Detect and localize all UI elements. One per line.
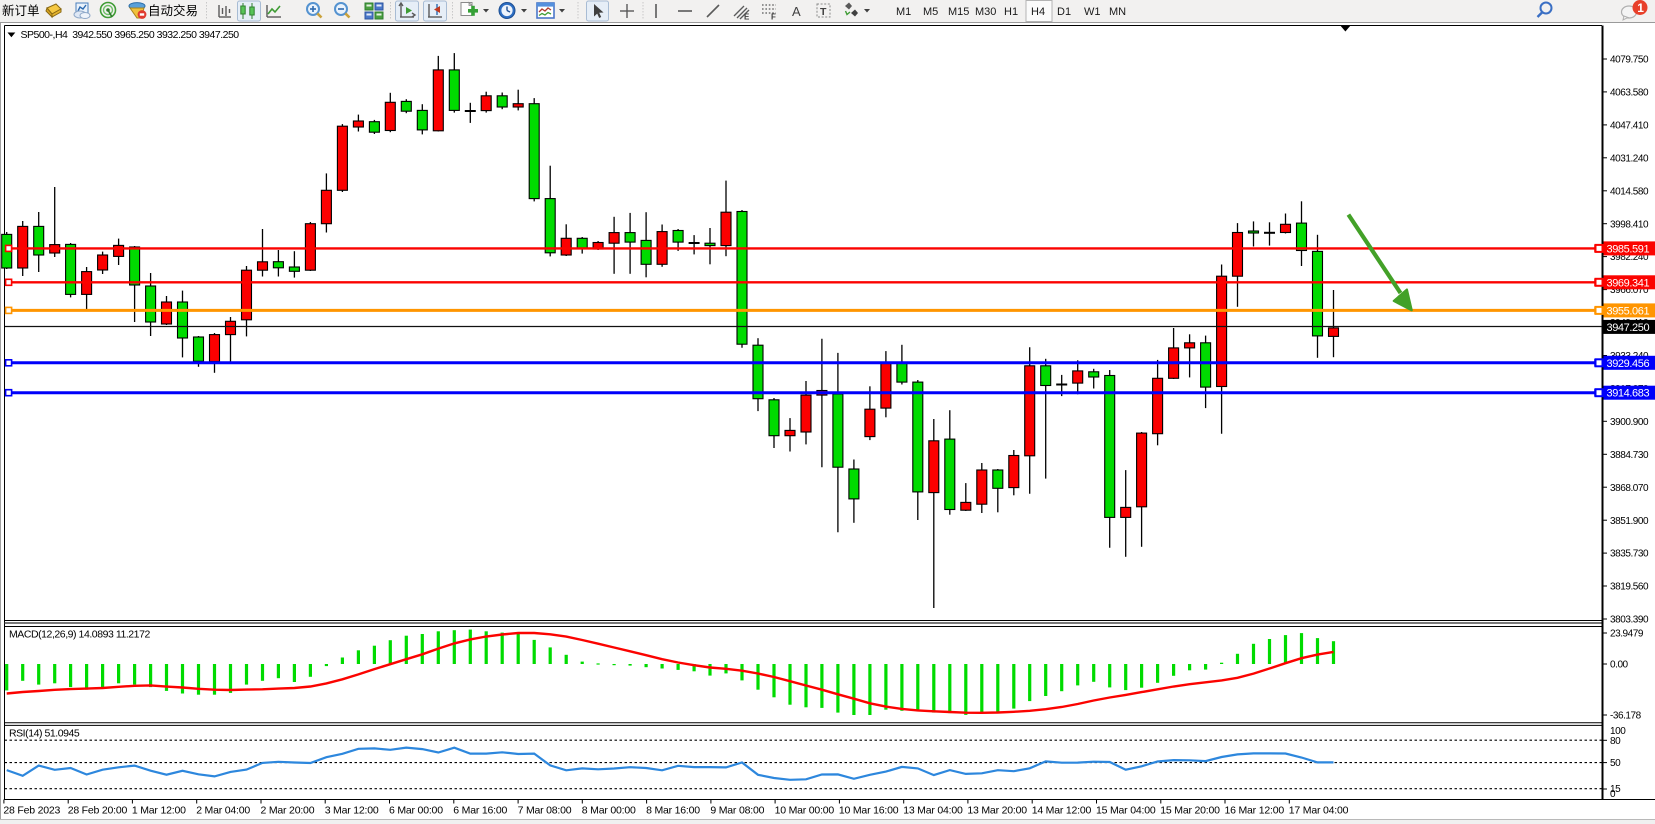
- svg-text:100: 100: [1610, 726, 1626, 737]
- svg-text:6 Mar 00:00: 6 Mar 00:00: [389, 805, 443, 817]
- svg-text:T: T: [820, 6, 827, 18]
- svg-text:3914.683: 3914.683: [1607, 388, 1650, 400]
- svg-text:23.9479: 23.9479: [1610, 629, 1644, 640]
- svg-text:M15: M15: [948, 6, 969, 18]
- svg-text:M30: M30: [975, 6, 996, 18]
- svg-text:28 Feb 2023: 28 Feb 2023: [3, 805, 60, 817]
- svg-text:3884.730: 3884.730: [1610, 450, 1649, 461]
- svg-text:50: 50: [1610, 758, 1621, 769]
- svg-text:H1: H1: [1004, 6, 1018, 18]
- svg-text:8 Mar 16:00: 8 Mar 16:00: [646, 805, 700, 817]
- svg-text:17 Mar 04:00: 17 Mar 04:00: [1289, 805, 1349, 817]
- svg-text:3851.900: 3851.900: [1610, 516, 1649, 527]
- svg-text:3955.061: 3955.061: [1607, 305, 1650, 317]
- svg-text:M5: M5: [923, 6, 938, 18]
- svg-text:MN: MN: [1109, 6, 1126, 18]
- svg-text:RSI(14) 51.0945: RSI(14) 51.0945: [9, 728, 80, 740]
- svg-text:14 Mar 12:00: 14 Mar 12:00: [1032, 805, 1092, 817]
- svg-text:3900.900: 3900.900: [1610, 417, 1649, 428]
- svg-text:28 Feb 20:00: 28 Feb 20:00: [68, 805, 128, 817]
- svg-text:4014.580: 4014.580: [1610, 186, 1649, 197]
- svg-text:0: 0: [1610, 789, 1616, 800]
- svg-text:1: 1: [1637, 1, 1644, 15]
- svg-text:3868.070: 3868.070: [1610, 483, 1649, 494]
- svg-text:SP500-,H4 3942.550 3965.250 3: SP500-,H4 3942.550 3965.250 3932.250 394…: [21, 29, 240, 41]
- svg-text:15 Mar 04:00: 15 Mar 04:00: [1096, 805, 1156, 817]
- svg-text:3803.390: 3803.390: [1610, 615, 1649, 626]
- svg-text:3929.456: 3929.456: [1607, 358, 1650, 370]
- svg-text:10 Mar 00:00: 10 Mar 00:00: [775, 805, 835, 817]
- svg-text:自动交易: 自动交易: [148, 3, 198, 18]
- svg-text:7 Mar 08:00: 7 Mar 08:00: [518, 805, 572, 817]
- svg-text:2 Mar 04:00: 2 Mar 04:00: [196, 805, 250, 817]
- svg-text:15 Mar 20:00: 15 Mar 20:00: [1160, 805, 1220, 817]
- svg-text:3 Mar 12:00: 3 Mar 12:00: [325, 805, 379, 817]
- svg-text:3947.250: 3947.250: [1607, 322, 1650, 334]
- svg-text:3969.341: 3969.341: [1607, 277, 1650, 289]
- svg-text:M1: M1: [896, 6, 911, 18]
- svg-text:3982.240: 3982.240: [1610, 252, 1649, 263]
- svg-text:3835.730: 3835.730: [1610, 549, 1649, 560]
- svg-text:4031.240: 4031.240: [1610, 153, 1649, 164]
- svg-text:-36.178: -36.178: [1610, 711, 1642, 722]
- svg-text:F: F: [771, 13, 776, 22]
- svg-text:0.00: 0.00: [1610, 660, 1629, 671]
- svg-text:80: 80: [1610, 736, 1621, 747]
- svg-text:新订单: 新订单: [2, 3, 40, 18]
- svg-text:13 Mar 20:00: 13 Mar 20:00: [967, 805, 1027, 817]
- svg-text:4047.410: 4047.410: [1610, 121, 1649, 132]
- svg-text:E: E: [744, 13, 750, 22]
- svg-text:3819.560: 3819.560: [1610, 582, 1649, 593]
- svg-text:6 Mar 16:00: 6 Mar 16:00: [453, 805, 507, 817]
- svg-text:W1: W1: [1084, 6, 1101, 18]
- svg-text:2 Mar 20:00: 2 Mar 20:00: [261, 805, 315, 817]
- svg-text:MACD(12,26,9) 14.0893 11.2172: MACD(12,26,9) 14.0893 11.2172: [9, 629, 150, 641]
- svg-text:H4: H4: [1031, 6, 1045, 18]
- svg-text:3966.070: 3966.070: [1610, 285, 1649, 296]
- svg-text:9 Mar 08:00: 9 Mar 08:00: [710, 805, 764, 817]
- svg-text:3985.591: 3985.591: [1607, 243, 1650, 255]
- svg-text:3998.410: 3998.410: [1610, 219, 1649, 230]
- svg-text:8 Mar 00:00: 8 Mar 00:00: [582, 805, 636, 817]
- svg-text:4063.580: 4063.580: [1610, 88, 1649, 99]
- svg-text:4079.750: 4079.750: [1610, 55, 1649, 66]
- svg-text:16 Mar 12:00: 16 Mar 12:00: [1225, 805, 1285, 817]
- svg-text:D1: D1: [1057, 6, 1071, 18]
- svg-text:13 Mar 04:00: 13 Mar 04:00: [903, 805, 963, 817]
- svg-text:A: A: [792, 4, 801, 19]
- svg-text:1 Mar 12:00: 1 Mar 12:00: [132, 805, 186, 817]
- svg-text:10 Mar 16:00: 10 Mar 16:00: [839, 805, 899, 817]
- svg-text:15: 15: [1610, 784, 1621, 795]
